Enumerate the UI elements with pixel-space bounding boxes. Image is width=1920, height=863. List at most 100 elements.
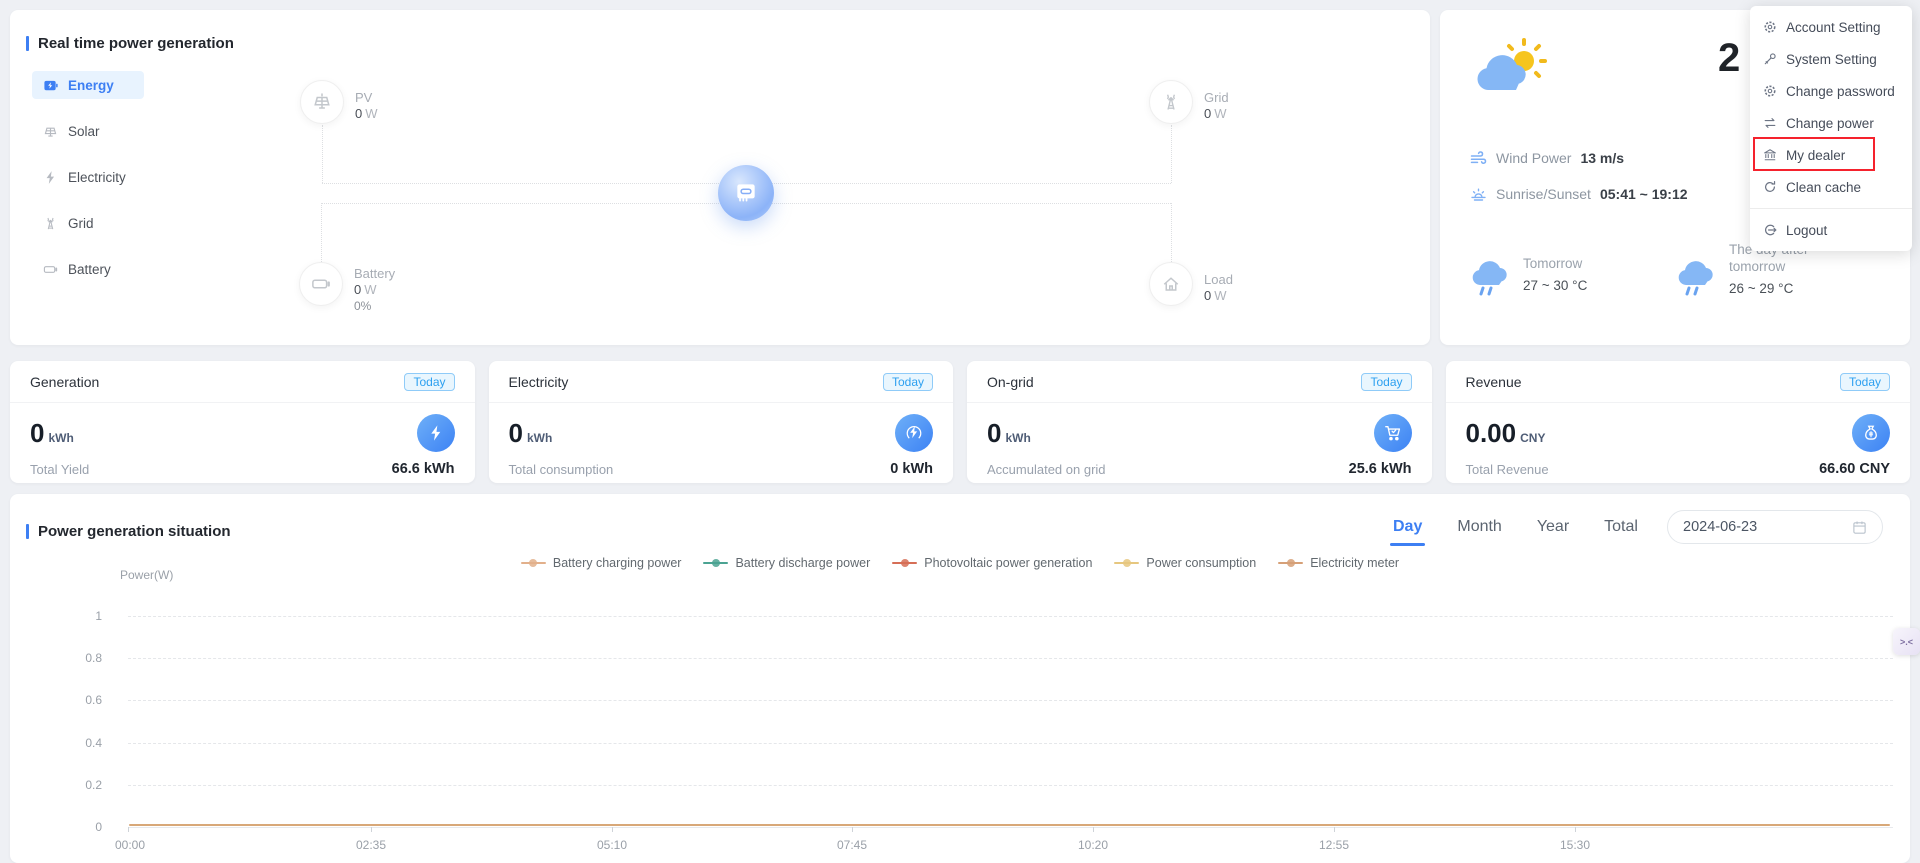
legend-item-power-consumption[interactable]: Power consumption [1114,556,1256,570]
sunrise-icon [1471,188,1486,201]
tab-month[interactable]: Month [1457,518,1502,535]
stat-card-on-grid: On-grid Today 0 kWh Accumulated on grid 2… [967,361,1432,483]
y-tick: 0 [95,820,102,834]
stat-footer-label: Total Yield [30,461,90,477]
grid-connector-line [1171,125,1172,183]
stat-footer-value: 0 kWh [890,461,933,477]
sidebar-item-solar[interactable]: Solar [32,117,144,145]
energy-icon [44,80,58,90]
y-tick: 0.6 [85,693,102,707]
y-tick: 0.4 [85,736,102,750]
stat-card-generation: Generation Today 0 kWh Total Yield 66.6 k… [10,361,475,483]
forecast-range: 27 ~ 30 °C [1523,278,1588,293]
solar-panel-icon [314,93,330,109]
x-tick: 12:55 [1318,838,1350,852]
legend-item-battery-discharge[interactable]: Battery discharge power [703,556,870,570]
menu-item-logout[interactable]: Logout [1750,214,1912,246]
floating-widget-toggle[interactable]: >.< [1893,628,1920,655]
battery-icon [43,265,58,273]
tab-day[interactable]: Day [1389,518,1426,546]
stat-unit: CNY [1520,430,1546,445]
legend-item-battery-charging[interactable]: Battery charging power [520,556,681,570]
grid-tower-icon [1166,94,1176,110]
stat-footer-label: Total Revenue [1465,461,1549,477]
inverter-node [718,165,774,221]
sidebar-item-label: Solar [68,123,100,139]
stat-title: Electricity [508,373,569,390]
period-tabs: Day Month Year Total [1389,518,1638,546]
legend-item-electricity-meter[interactable]: Electricity meter [1278,556,1399,570]
menu-item-account-setting[interactable]: Account Setting [1750,11,1912,43]
battery-connector-line [321,203,322,262]
menu-item-system-setting[interactable]: System Setting [1750,43,1912,75]
chart-title-row: Power generation situation [26,523,231,540]
legend-marker [520,562,546,564]
gridline [128,616,1893,617]
menu-item-my-dealer[interactable]: My dealer [1750,139,1912,171]
stats-row: Generation Today 0 kWh Total Yield 66.6 k… [10,361,1910,483]
menu-item-change-power[interactable]: Change power [1750,107,1912,139]
x-tick: 07:45 [836,838,868,852]
date-picker-input[interactable]: 2024-06-23 [1667,510,1883,544]
battery-icon [312,279,330,289]
realtime-card-title: Real time power generation [38,35,234,52]
revenue-icon [1852,414,1890,452]
x-tickmark [1093,827,1094,832]
menu-item-change-password[interactable]: Change password [1750,75,1912,107]
stat-footer-value: 66.6 kWh [391,461,455,477]
sidebar-item-battery[interactable]: Battery [32,255,144,283]
x-tick: 10:20 [1077,838,1109,852]
tab-total[interactable]: Total [1604,518,1638,535]
chart-title: Power generation situation [38,523,231,540]
home-icon [1163,277,1179,291]
stat-card-revenue: Revenue Today 0.00 CNY Total Revenue 66.6… [1445,361,1910,483]
wrench-icon [1764,53,1776,65]
tab-year[interactable]: Year [1536,518,1570,535]
gear-icon [1764,85,1776,97]
x-tick: 00:00 [114,838,146,852]
battery-soc: 0% [354,299,372,313]
legend-marker [1278,562,1304,564]
today-badge: Today [882,372,933,391]
x-tickmark [128,827,129,832]
battery-node [299,262,343,306]
grid-node [1149,80,1193,124]
sidebar-item-label: Electricity [68,169,126,185]
x-tick: 02:35 [355,838,387,852]
logout-icon [1765,224,1777,236]
solar-panel-icon [44,127,57,137]
temperature-value: 2 [1718,36,1741,80]
power-generation-chart-card: Power generation situation Day Month Yea… [10,494,1910,863]
stat-footer-label: Accumulated on grid [987,461,1106,477]
sidebar-item-grid[interactable]: Grid [32,209,144,237]
stat-unit: kWh [1005,430,1031,445]
date-value: 2024-06-23 [1683,519,1758,535]
gridline [128,743,1893,744]
legend-item-photovoltaic[interactable]: Photovoltaic power generation [892,556,1092,570]
stat-title: Revenue [1465,373,1522,390]
y-tick: 0.2 [85,778,102,792]
menu-item-clean-cache[interactable]: Clean cache [1750,171,1912,203]
stat-footer-value: 66.60 CNY [1819,461,1890,477]
forecast-label: Tomorrow [1523,256,1583,271]
money-bag-icon [1865,425,1877,440]
stat-value: 0 [30,417,45,448]
y-axis-label: Power(W) [120,568,174,582]
sidebar-item-energy[interactable]: Energy [32,71,144,99]
x-tickmark [1334,827,1335,832]
swap-icon [1764,118,1776,128]
x-tickmark [371,827,372,832]
refresh-icon [1765,180,1776,192]
stat-footer-value: 25.6 kWh [1348,461,1412,477]
lightning-icon [46,170,55,184]
menu-divider [1750,208,1912,209]
stat-unit: kWh [526,430,553,445]
consumption-meter-icon [895,414,933,452]
title-accent-bar [26,524,29,539]
wind-power-row: Wind Power 13 m/s [1470,150,1624,167]
sidebar-item-label: Energy [68,77,114,93]
sidebar-item-electricity[interactable]: Electricity [32,163,144,191]
